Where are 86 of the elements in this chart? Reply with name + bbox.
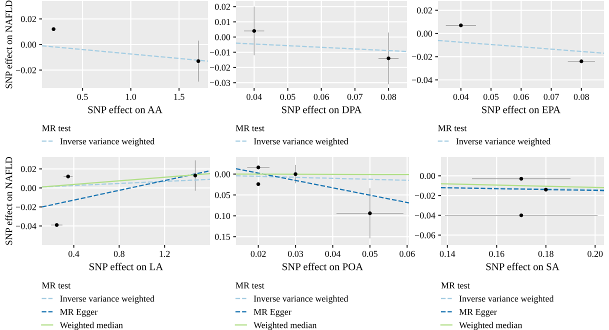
x-axis-title: SNP effect on DPA bbox=[282, 106, 362, 114]
legend-label: Inverse variance weighted bbox=[254, 138, 348, 146]
legend-label: MR Egger bbox=[459, 308, 497, 317]
point bbox=[193, 174, 198, 178]
point bbox=[294, 172, 298, 176]
point bbox=[66, 174, 70, 178]
x-tick-label: 0.04 bbox=[453, 94, 469, 100]
legend-title: MR test bbox=[42, 282, 71, 289]
y-tick-label: 0.00 bbox=[420, 172, 436, 180]
legend-label: Weighted median bbox=[254, 322, 317, 330]
y-tick-label: −0.02 bbox=[412, 54, 432, 60]
x-tick-label: 0.18 bbox=[538, 250, 554, 257]
legend-label: Inverse variance weighted bbox=[254, 295, 348, 304]
y-axis-title: SNP effect on NAFLD bbox=[5, 156, 12, 245]
y-tick-label: −0.04 bbox=[412, 77, 432, 84]
y-tick-label: 0.02 bbox=[416, 7, 432, 14]
x-tick-label: 0.06 bbox=[314, 94, 329, 100]
x-tick-label: 0.5 bbox=[77, 94, 88, 100]
legend-label: MR Egger bbox=[254, 308, 292, 317]
x-axis-title: SNP effect on LA bbox=[90, 262, 164, 270]
y-tick-label: 0.02 bbox=[214, 4, 230, 10]
legend-label: Weighted median bbox=[459, 322, 522, 330]
y-tick-label: −0.04 bbox=[415, 212, 436, 219]
legend-label: Inverse variance weighted bbox=[60, 138, 155, 146]
x-tick-label: 1.0 bbox=[126, 94, 136, 100]
x-tick-label: 0.03 bbox=[288, 250, 304, 257]
x-tick-label: 0.07 bbox=[544, 94, 559, 100]
x-tick-label: 0.06 bbox=[514, 94, 529, 100]
y-tick-label: 0.00 bbox=[20, 42, 36, 48]
x-tick-label: 0.08 bbox=[380, 94, 396, 100]
x-tick-label: 0.05 bbox=[362, 250, 378, 257]
point bbox=[519, 213, 524, 218]
y-tick-label: −0.03 bbox=[210, 80, 230, 86]
x-axis-title: SNP effect on POA bbox=[282, 262, 364, 270]
x-axis-title: SNP effect on SA bbox=[486, 262, 560, 270]
y-tick-label: −0.02 bbox=[16, 204, 36, 210]
legend-label: Weighted median bbox=[60, 322, 123, 330]
point bbox=[519, 176, 524, 181]
legend-label: Inverse variance weighted bbox=[459, 295, 554, 304]
x-tick-label: 0.05 bbox=[280, 94, 296, 100]
y-tick-label: 0.00 bbox=[214, 171, 230, 178]
y-tick-label: 0.00 bbox=[416, 30, 432, 37]
x-tick-label: 0.04 bbox=[246, 94, 262, 100]
y-tick-label: −0.06 bbox=[415, 232, 436, 238]
legend-title: MR test bbox=[42, 125, 71, 132]
point bbox=[544, 188, 548, 192]
y-tick-label: 0.10 bbox=[214, 212, 230, 220]
x-tick-label: 0.06 bbox=[400, 250, 415, 257]
legend-label: Inverse variance weighted bbox=[60, 295, 154, 304]
x-tick-label: 0.04 bbox=[325, 250, 340, 257]
y-axis-title: SNP effect on NAFLD bbox=[5, 0, 12, 88]
legend-label: MR Egger bbox=[60, 308, 98, 317]
x-tick-label: 0.14 bbox=[440, 250, 456, 257]
x-tick-label: 0.08 bbox=[574, 94, 589, 100]
x-tick-label: 0.4 bbox=[68, 250, 80, 257]
point bbox=[368, 211, 372, 216]
x-tick-label: 0.16 bbox=[489, 250, 504, 257]
legend-title: MR test bbox=[438, 125, 467, 132]
x-tick-label: 0.07 bbox=[347, 94, 363, 100]
x-tick-label: 0.02 bbox=[250, 250, 266, 257]
x-tick-label: 1.5 bbox=[174, 94, 184, 100]
legend-label: Inverse variance weighted bbox=[456, 138, 551, 146]
y-tick-label: 0.01 bbox=[214, 18, 230, 26]
y-tick-label: 0.00 bbox=[20, 185, 36, 192]
x-axis-title: SNP effect on AA bbox=[88, 106, 162, 114]
y-tick-label: 0.00 bbox=[214, 34, 230, 40]
y-tick-label: 0.02 bbox=[20, 16, 36, 22]
point bbox=[256, 182, 260, 186]
x-axis-title: SNP effect on EPA bbox=[482, 106, 561, 114]
y-tick-label: 0.05 bbox=[214, 192, 230, 198]
legend-title: MR test bbox=[236, 282, 264, 289]
legend-title: MR test bbox=[441, 282, 470, 289]
y-tick-label: −0.02 bbox=[16, 67, 36, 74]
y-tick-label: 0.15 bbox=[214, 234, 230, 240]
point bbox=[256, 166, 260, 170]
legend-title: MR test bbox=[236, 125, 264, 132]
y-tick-label: 0.02 bbox=[20, 166, 36, 172]
y-tick-label: −0.01 bbox=[210, 49, 230, 56]
y-tick-label: −0.04 bbox=[16, 223, 36, 230]
x-tick-label: 1.2 bbox=[160, 250, 170, 257]
x-tick-label: 0.20 bbox=[588, 250, 603, 257]
y-tick-label: −0.02 bbox=[210, 64, 230, 71]
x-tick-label: 0.05 bbox=[483, 94, 499, 100]
y-tick-label: −0.02 bbox=[415, 192, 435, 199]
x-tick-label: 0.8 bbox=[114, 250, 124, 257]
point bbox=[54, 223, 59, 227]
